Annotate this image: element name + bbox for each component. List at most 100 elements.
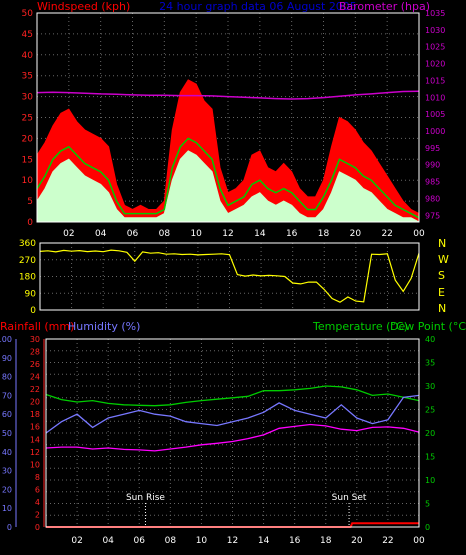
y-tick-label-pressure: 1010	[425, 93, 445, 102]
y-tick-label-pressure: 990	[425, 161, 440, 170]
x-tick-label: 06	[127, 229, 139, 239]
plot-frame	[39, 242, 420, 311]
y-tick-label-rainfall: 8	[35, 473, 40, 482]
y-tick-label-wind: 30	[22, 93, 34, 103]
y-tick-label-rainfall: 2	[35, 510, 40, 519]
y-tick-label-temperature: 20	[425, 429, 435, 438]
y-tick-label-humidity: 90	[2, 354, 12, 363]
y-tick-label-direction: 180	[19, 273, 36, 283]
y-tick-label-rainfall: 26	[30, 360, 40, 369]
y-tick-label-humidity: 0	[7, 523, 12, 532]
x-tick-label: 08	[165, 536, 177, 546]
wind-pressure-panel: 0510152025303540455097598098599099510001…	[22, 9, 446, 239]
temperature-humidity-panel: 0102030405060708090100024681012141618202…	[0, 335, 435, 546]
compass-label: E	[438, 286, 445, 299]
y-tick-label-rainfall: 22	[30, 385, 40, 394]
y-tick-label-pressure: 1005	[425, 110, 445, 119]
wind-average-line	[36, 137, 420, 219]
y-tick-label-humidity: 30	[2, 467, 12, 476]
y-tick-label-humidity: 70	[2, 391, 12, 400]
y-tick-label-pressure: 975	[425, 211, 440, 220]
y-tick-label-direction: 90	[25, 289, 37, 299]
x-tick-label: 12	[227, 536, 238, 546]
x-tick-label: 00	[413, 229, 425, 239]
y-tick-label-humidity: 60	[2, 410, 12, 419]
y-tick-label-pressure: 985	[425, 178, 440, 187]
compass-label: W	[438, 253, 449, 266]
y-tick-label-temperature: 5	[425, 500, 430, 509]
y-tick-label-pressure: 995	[425, 144, 440, 153]
y-tick-label-pressure: 1025	[425, 43, 445, 52]
x-tick-label: 12	[222, 229, 233, 239]
y-tick-label-rainfall: 28	[30, 348, 40, 357]
y-tick-label-humidity: 10	[2, 504, 12, 513]
y-tick-label-pressure: 1035	[425, 9, 445, 18]
y-tick-label-humidity: 20	[2, 485, 12, 494]
y-tick-label-wind: 25	[22, 114, 33, 124]
y-tick-label-wind: 5	[27, 197, 33, 207]
graph-title: 24 hour graph data 06 August 2005	[159, 0, 357, 13]
x-tick-label: 18	[320, 536, 332, 546]
y-tick-label-rainfall: 20	[30, 398, 40, 407]
x-tick-label: 14	[254, 229, 266, 239]
y-tick-label-direction: 270	[19, 256, 36, 266]
y-tick-label-humidity: 40	[2, 448, 12, 457]
y-tick-label-pressure: 1030	[425, 26, 445, 35]
humidity-axis-label: Humidity (%)	[68, 320, 140, 333]
wind-axis-label: Windspeed (kph)	[37, 0, 130, 13]
x-tick-label: 22	[382, 536, 393, 546]
x-tick-label: 20	[351, 536, 363, 546]
y-tick-label-temperature: 15	[425, 453, 435, 462]
x-tick-label: 20	[350, 229, 362, 239]
y-tick-label-rainfall: 6	[35, 485, 40, 494]
y-tick-label-humidity: 80	[2, 373, 12, 382]
x-tick-label: 10	[190, 229, 202, 239]
x-tick-label: 04	[102, 536, 114, 546]
rainfall-axis-label: Rainfall (mm)	[0, 320, 74, 333]
x-tick-label: 02	[71, 536, 82, 546]
y-tick-label-rainfall: 4	[35, 498, 40, 507]
y-tick-label-wind: 20	[22, 134, 34, 144]
y-tick-label-wind: 10	[22, 176, 34, 186]
dewpoint-line	[45, 423, 420, 452]
y-tick-label-direction: 360	[19, 239, 36, 249]
y-tick-label-rainfall: 24	[30, 373, 40, 382]
y-tick-label-rainfall: 16	[30, 423, 40, 432]
y-tick-label-pressure: 1000	[425, 127, 445, 136]
y-tick-label-wind: 45	[22, 30, 33, 40]
y-tick-label-humidity: 50	[2, 429, 12, 438]
sunrise-annotation: Sun Rise	[126, 493, 165, 503]
x-tick-label: 02	[63, 229, 74, 239]
x-tick-label: 00	[413, 536, 425, 546]
y-tick-label-temperature: 0	[425, 523, 430, 532]
gust-area	[36, 79, 420, 223]
y-tick-label-rainfall: 30	[30, 335, 40, 344]
y-tick-label-direction: 0	[30, 306, 36, 316]
y-tick-label-temperature: 30	[425, 382, 435, 391]
compass-label: N	[438, 302, 446, 315]
x-tick-label: 16	[289, 536, 301, 546]
y-tick-label-pressure: 1020	[425, 60, 445, 69]
y-tick-label-temperature: 10	[425, 476, 435, 485]
wind-direction-panel: 0 90 180 270 360	[19, 239, 420, 316]
x-tick-label: 04	[95, 229, 107, 239]
x-tick-label: 14	[258, 536, 270, 546]
y-tick-label-wind: 50	[22, 9, 34, 19]
compass-label: S	[438, 269, 445, 282]
x-tick-label: 10	[196, 536, 208, 546]
y-tick-label-rainfall: 10	[30, 460, 40, 469]
y-tick-label-temperature: 35	[425, 359, 435, 368]
y-tick-label-temperature: 25	[425, 406, 435, 415]
y-tick-label-wind: 15	[22, 155, 33, 165]
y-tick-label-rainfall: 14	[30, 435, 40, 444]
x-tick-label: 22	[381, 229, 392, 239]
y-tick-label-wind: 0	[27, 218, 33, 228]
dewpoint-axis-label: Dew Point (°C)	[390, 320, 466, 333]
y-tick-label-temperature: 40	[425, 335, 435, 344]
compass-label: N	[438, 237, 446, 250]
y-tick-label-pressure: 1015	[425, 76, 445, 85]
x-tick-label: 06	[134, 536, 146, 546]
sunset-annotation: Sun Set	[332, 493, 367, 503]
x-tick-label: 18	[318, 229, 330, 239]
